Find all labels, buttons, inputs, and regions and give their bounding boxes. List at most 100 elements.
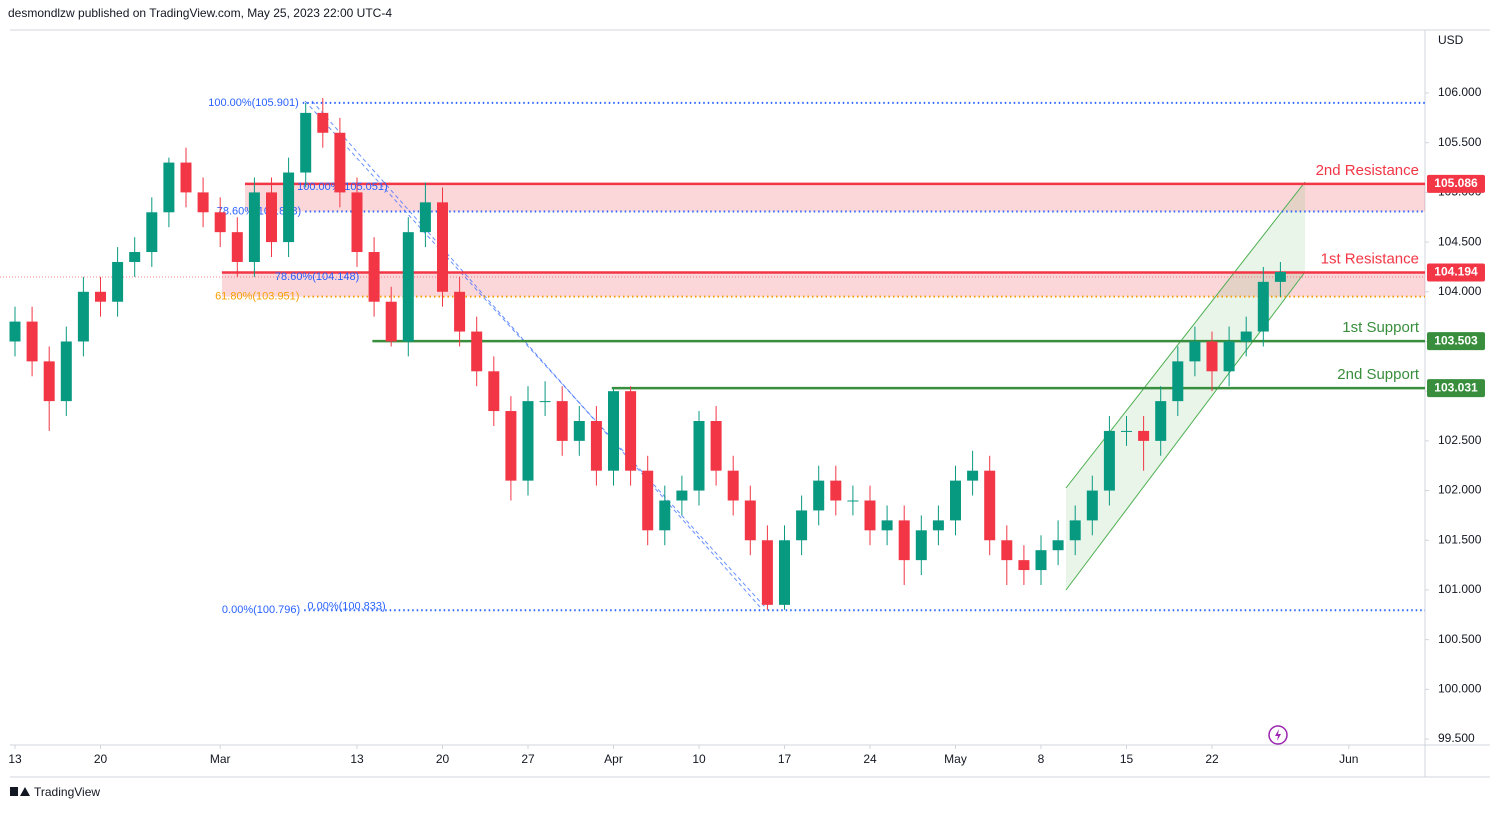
candle-body	[881, 520, 893, 531]
candle-body	[1155, 401, 1167, 441]
candle-body	[1069, 520, 1081, 541]
candle-body	[915, 530, 927, 561]
y-tick-label: 102.000	[1438, 483, 1482, 497]
byline: desmondlzw published on TradingView.com,…	[8, 6, 392, 20]
candle-body	[1206, 341, 1218, 372]
level-tag-label: 104.194	[1434, 265, 1478, 279]
candle-body	[625, 391, 637, 471]
candle-body	[642, 470, 654, 531]
candle-body	[436, 202, 448, 292]
candle-body	[830, 480, 842, 501]
currency: USD	[1438, 33, 1464, 47]
x-tick-label: 8	[1038, 752, 1045, 766]
y-tick-label: 106.000	[1438, 85, 1482, 99]
fib-trend	[304, 100, 766, 608]
x-tick-label: 22	[1205, 752, 1219, 766]
candle-body	[1052, 540, 1064, 551]
x-tick-label: 20	[94, 752, 108, 766]
fib-label: 61.80%(103.951)	[215, 291, 299, 303]
y-tick-label: 101.000	[1438, 582, 1482, 596]
y-tick-label: 100.500	[1438, 632, 1482, 646]
candle-body	[1018, 560, 1030, 571]
candle-body	[761, 540, 773, 605]
candle-body	[950, 480, 962, 521]
candle-body	[659, 500, 671, 531]
candle-body	[864, 500, 876, 531]
candle-body	[1240, 331, 1252, 342]
level-tag	[1427, 174, 1485, 193]
fib-label: 0.00%(100.796)	[222, 604, 300, 616]
candle-body	[454, 291, 466, 332]
logo: TradingView	[10, 785, 100, 799]
y-tick-label: 100.000	[1438, 682, 1482, 696]
candle-body	[351, 192, 363, 253]
candle-body	[1086, 490, 1098, 521]
y-tick-label: 102.500	[1438, 433, 1482, 447]
lightning-icon[interactable]	[1268, 725, 1288, 745]
candle-body	[539, 401, 551, 403]
level-name: 1st Support	[1342, 319, 1420, 336]
candle-body	[300, 112, 312, 173]
candle-body	[796, 510, 808, 541]
candle-body	[265, 192, 277, 243]
x-tick-label: 27	[521, 752, 535, 766]
candle-body	[419, 202, 431, 233]
y-tick-label: 104.000	[1438, 284, 1482, 298]
candle-body	[813, 480, 825, 511]
level-tag-label: 103.031	[1434, 380, 1478, 394]
candle-body	[522, 401, 534, 481]
candle-body	[1172, 361, 1184, 402]
level-name: 2nd Support	[1337, 366, 1420, 383]
candle-body	[676, 490, 688, 501]
candle-body	[744, 500, 756, 541]
level-tag	[1427, 379, 1485, 398]
candle-body	[932, 520, 944, 531]
x-tick-label: Apr	[604, 752, 623, 766]
candle-body	[898, 520, 910, 561]
candle-body	[9, 321, 21, 342]
x-tick-label: Mar	[210, 752, 231, 766]
x-tick-label: Jun	[1339, 752, 1358, 766]
zones	[221, 183, 1425, 297]
candle-body	[334, 132, 346, 193]
candle-body	[283, 172, 295, 243]
candle-body	[317, 112, 329, 133]
candle-body	[693, 420, 705, 491]
level-tag-label: 103.503	[1434, 333, 1478, 347]
candle-body	[146, 212, 158, 253]
y-tick-label: 99.500	[1438, 731, 1475, 745]
x-tick-label: May	[944, 752, 967, 766]
candle-body	[1274, 271, 1286, 282]
candle-body	[488, 371, 500, 412]
candle-body	[231, 232, 243, 262]
candle-body	[471, 331, 483, 372]
candle-body	[1257, 281, 1269, 332]
candle-body	[967, 470, 979, 481]
level-tag	[1427, 263, 1485, 282]
candle-body	[984, 470, 996, 541]
candle-body	[60, 341, 72, 402]
level-tag-label: 105.086	[1434, 176, 1478, 190]
fib-trend	[311, 100, 761, 608]
channel-fill	[1066, 182, 1305, 590]
candle-body	[385, 301, 397, 342]
y-tick-label: 101.500	[1438, 532, 1482, 546]
candle-body	[590, 420, 602, 471]
candle-body	[1035, 550, 1047, 571]
brand: TradingView	[34, 785, 100, 799]
candle-body	[43, 361, 55, 402]
candle-body	[505, 411, 517, 481]
candle-body	[26, 321, 38, 362]
candle-body	[847, 500, 859, 502]
candle-body	[727, 470, 739, 501]
x-tick-label: 13	[350, 752, 364, 766]
candle-body	[1001, 540, 1013, 561]
x-tick-label: 20	[436, 752, 450, 766]
level-name: 1st Resistance	[1321, 250, 1419, 267]
candle-body	[1103, 430, 1115, 491]
candle-body	[129, 252, 141, 262]
candle-body	[214, 212, 226, 233]
candle-body	[180, 162, 192, 193]
